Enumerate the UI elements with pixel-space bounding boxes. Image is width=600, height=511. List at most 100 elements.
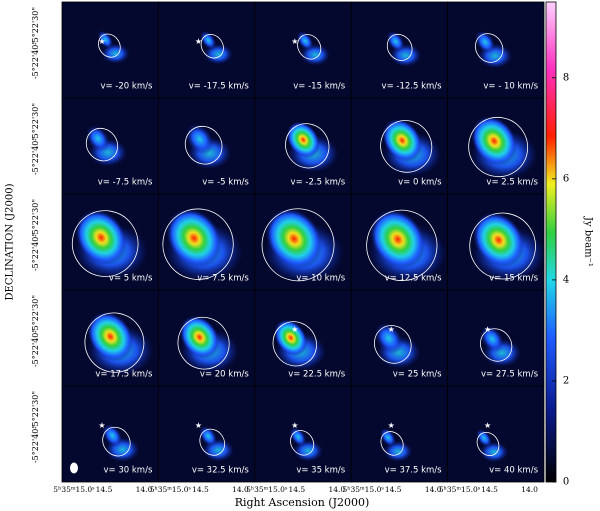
blob: [87, 311, 134, 362]
blob: [185, 123, 214, 155]
blob: [289, 427, 307, 447]
blob: [286, 121, 320, 158]
contour: [102, 426, 131, 457]
panel: v= 20 km/s: [157, 289, 256, 387]
contour: [177, 316, 230, 370]
panel: ★ v= 22.5 km/s: [254, 289, 352, 387]
emission: [261, 208, 345, 283]
contour: [184, 125, 223, 165]
panel-label: v= 15 km/s: [489, 274, 538, 284]
panel-label: v= -7.5 km/s: [98, 178, 153, 188]
contour: [386, 33, 413, 61]
panel: ★ v= 40 km/s: [447, 385, 545, 483]
star: ★: [388, 325, 395, 334]
blob: [265, 208, 323, 269]
panel-label: v= 5 km/s: [109, 274, 153, 284]
panel: v= 7.5 km/s: [157, 193, 256, 291]
colorbar-label: Jy beam⁻¹: [583, 216, 594, 267]
colorbar-tick-label: 8: [563, 72, 569, 83]
contour: [85, 127, 119, 162]
y-tick-label: -5°22'30": [31, 199, 40, 237]
emission: [102, 424, 140, 463]
contour: [475, 33, 504, 63]
colorbar-tick-label: 2: [563, 375, 569, 386]
emission: [84, 311, 154, 376]
panel: ★ v= -15 km/s: [254, 1, 352, 99]
contour: [290, 430, 315, 456]
blob: [480, 325, 504, 353]
colorbar-tick-label: 0: [563, 477, 569, 488]
blob: [75, 210, 127, 266]
panel-label: v= 32.5 km/s: [192, 466, 250, 476]
panel-label: v= -17.5 km/s: [189, 82, 250, 92]
emission: [184, 123, 232, 170]
panel: v= 2.5 km/s: [447, 97, 545, 195]
emission: [200, 30, 233, 65]
panel-label: v= 30 km/s: [104, 466, 153, 476]
contour: [71, 210, 139, 277]
x-tick-label: 14.0: [232, 485, 249, 494]
star: ★: [484, 325, 491, 334]
x-tick-label: 14.5: [288, 485, 305, 494]
panel-frame: [447, 385, 545, 483]
panel-label: v= 25 km/s: [393, 370, 442, 380]
panel: v= 12.5 km/s: [350, 193, 449, 291]
panel-label: v= -15 km/s: [293, 82, 346, 92]
contour: [469, 212, 536, 280]
panel-label: v= -20 km/s: [100, 82, 153, 92]
contour: [476, 432, 500, 456]
panel: v= -5 km/s: [157, 97, 256, 195]
emission: [177, 315, 239, 373]
contour: [98, 33, 121, 58]
panel: v= -7.5 km/s: [61, 97, 159, 195]
emission: [468, 116, 538, 180]
panel-label: v= 37.5 km/s: [385, 466, 443, 476]
emission: [296, 31, 331, 66]
panel: v= 10 km/s: [254, 193, 352, 291]
emission: [380, 119, 442, 177]
panel-label: v= 7.5 km/s: [197, 274, 249, 284]
x-axis-label: Right Ascension (J2000): [235, 496, 370, 509]
contour: [261, 208, 335, 282]
emission: [162, 208, 244, 282]
blob: [382, 119, 422, 162]
y-tick-label: -5°22'30": [31, 391, 40, 429]
x-tick-label: 14.5: [192, 485, 209, 494]
blob: [86, 125, 110, 152]
panel: ★ v= 35 km/s: [254, 385, 352, 483]
panel-label: v= 22.5 km/s: [288, 370, 346, 380]
contour: [297, 34, 322, 60]
panel: ★ v= -17.5 km/s: [157, 1, 256, 99]
emission: [380, 428, 413, 462]
star: ★: [291, 37, 298, 46]
blob: [179, 315, 220, 359]
panel-label: v= 27.5 km/s: [481, 370, 539, 380]
panel-label: v= 17.5 km/s: [95, 370, 153, 380]
star: ★: [388, 421, 395, 430]
panel-label: v= 40 km/s: [489, 466, 538, 476]
panel-label: v= -2.5 km/s: [291, 178, 346, 188]
contour: [285, 123, 330, 169]
star: ★: [195, 37, 202, 46]
star: ★: [195, 421, 202, 430]
panel: v= -2.5 km/s: [254, 97, 352, 195]
panel-bg: [351, 386, 448, 482]
x-tick-label: 5ʰ35ᵐ15.0ˢ: [246, 485, 288, 494]
blob: [380, 428, 396, 447]
x-tick-label: 14.0: [328, 485, 345, 494]
panel: v= 15 km/s: [447, 193, 545, 291]
contour: [272, 321, 317, 367]
contour: [380, 120, 433, 173]
panel-label: v= 0 km/s: [398, 178, 442, 188]
colorbar-tick-label: 6: [563, 173, 569, 184]
panel: v= 17.5 km/s: [61, 289, 159, 387]
star: ★: [98, 37, 105, 46]
x-tick-label: 5ʰ35ᵐ15.0ˢ: [53, 485, 95, 494]
emission: [469, 212, 545, 282]
colorbar-tick-label: 4: [563, 274, 569, 285]
y-tick-label: -5°22'40": [31, 329, 40, 367]
emission: [272, 319, 327, 371]
emission: [85, 125, 128, 167]
x-tick-label: 5ʰ35ᵐ15.0ˢ: [439, 485, 481, 494]
beam: [70, 462, 78, 474]
